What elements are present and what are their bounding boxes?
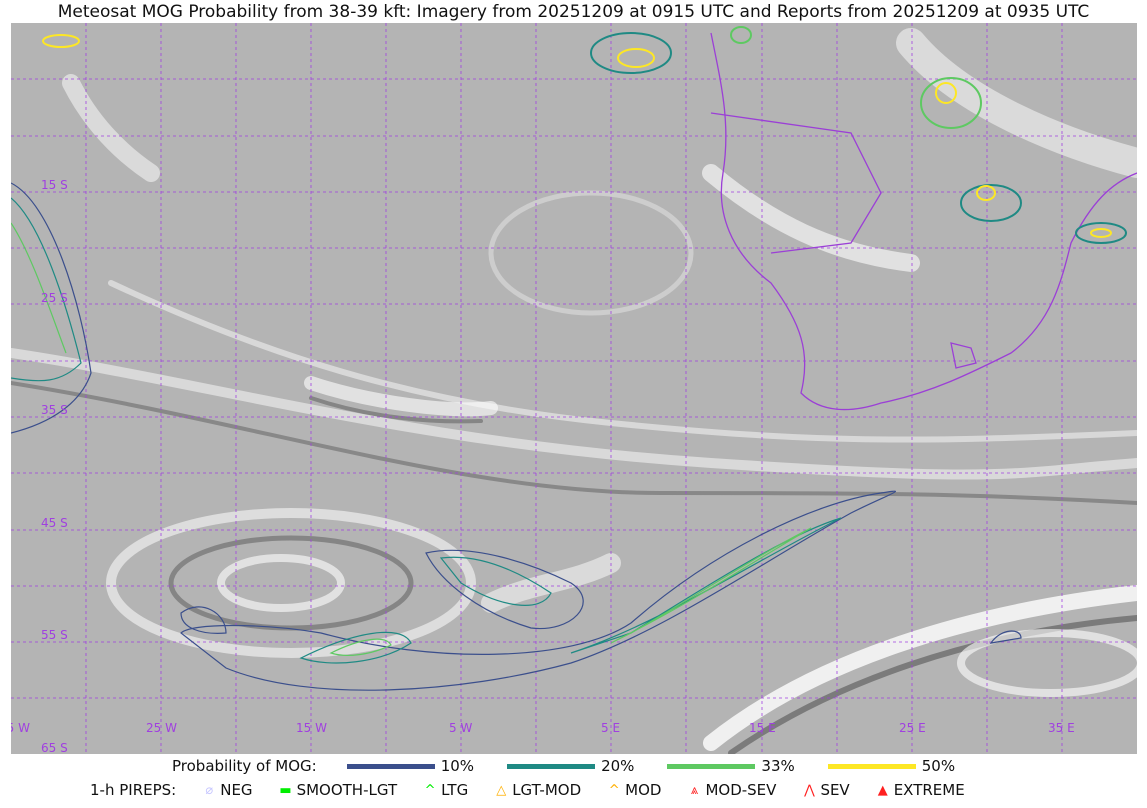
lat-label: 25 S <box>41 291 68 305</box>
legend-label: NEG <box>220 781 253 799</box>
sev-icon: ⋀ <box>804 782 815 798</box>
legend-label: 50% <box>921 757 956 775</box>
lon-label: 25 W <box>146 721 177 735</box>
lat-label: 55 S <box>41 628 68 642</box>
grid-lines <box>11 23 1137 754</box>
mog-contours <box>11 182 1022 691</box>
extreme-icon: ▲ <box>877 782 888 798</box>
probability-legend-title: Probability of MOG: <box>172 757 317 775</box>
ltg-icon: ^ <box>424 782 436 798</box>
lat-label: 15 S <box>41 178 68 192</box>
legend-label: MOD-SEV <box>705 781 777 799</box>
pirep-legend-title: 1-h PIREPS: <box>90 781 177 799</box>
neg-icon: ⌀ <box>205 782 214 798</box>
lat-label: 65 S <box>41 741 68 754</box>
mod-sev-icon: ⩓ <box>690 782 699 798</box>
legend-label: EXTREME <box>893 781 965 799</box>
coastlines <box>710 32 1137 411</box>
lon-label: 25 E <box>899 721 926 735</box>
pirep-legend: 1-h PIREPS: ⌀ NEG ▬ SMOOTH-LGT ^ LTG △ LGT-M… <box>90 781 965 799</box>
legend-label: LGT-MOD <box>512 781 582 799</box>
cloud-streaks <box>11 28 1137 754</box>
swatch-20 <box>507 763 596 769</box>
legend-label: 10% <box>440 757 475 775</box>
map-graphics <box>11 23 1137 754</box>
lon-label: 5 E <box>601 721 621 735</box>
lon-label: 5 W <box>449 721 473 735</box>
convective-cells <box>42 26 1127 244</box>
lon-label: 15 E <box>749 721 776 735</box>
lgt-mod-icon: △ <box>496 782 507 798</box>
legend-label: SMOOTH-LGT <box>296 781 398 799</box>
legend-label: 20% <box>601 757 635 775</box>
smooth-lgt-icon: ▬ <box>279 782 292 798</box>
lon-label: 35 W <box>11 721 30 735</box>
legend-label: MOD <box>625 781 662 799</box>
lon-label: 35 E <box>1048 721 1075 735</box>
legend-label: 33% <box>761 757 795 775</box>
probability-legend: Probability of MOG: 10% 20% 33% 50% <box>172 757 955 775</box>
legend-label: LTG <box>441 781 469 799</box>
mod-icon: ^ <box>608 782 620 798</box>
lat-label: 45 S <box>41 516 68 530</box>
swatch-50 <box>827 763 916 769</box>
swatch-10 <box>346 763 435 769</box>
swatch-33 <box>667 763 756 769</box>
lat-label: 35 S <box>41 403 68 417</box>
legend-label: SEV <box>820 781 850 799</box>
map-title: Meteosat MOG Probability from 38-39 kft:… <box>57 2 1090 22</box>
lon-label: 15 W <box>296 721 327 735</box>
satellite-map: 15 S 25 S 35 S 45 S 55 S 65 S 35 W 25 W … <box>11 23 1137 754</box>
